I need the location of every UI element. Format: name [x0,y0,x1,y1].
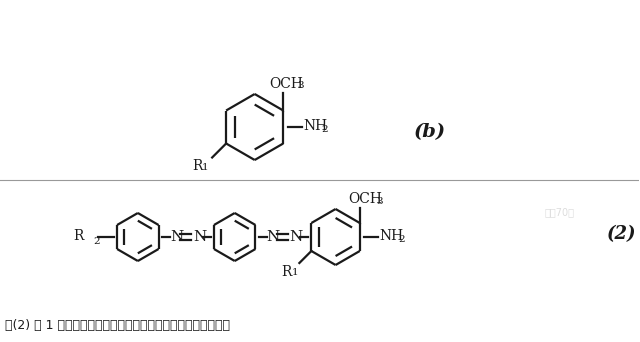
Text: 3: 3 [376,197,383,206]
Text: NH: NH [380,229,404,243]
Text: OCH: OCH [348,192,381,206]
Text: N: N [290,230,303,244]
Text: N: N [170,230,183,244]
Text: R: R [192,159,202,173]
Text: R: R [74,229,84,243]
Text: (2): (2) [607,225,636,243]
Text: N: N [193,230,206,244]
Text: 3: 3 [297,81,304,91]
Text: OCH: OCH [269,77,303,91]
Text: 2: 2 [93,237,99,246]
Text: 2: 2 [321,126,328,134]
Text: (b): (b) [413,123,445,141]
Text: 化工70婆: 化工70婆 [544,207,574,217]
Text: R: R [282,265,292,279]
Text: 2: 2 [399,236,405,245]
Text: 1: 1 [291,268,298,277]
Text: （(2) 的 1 次偶氮体进行第二次重氮化，其二次重氮化产物与通: （(2) 的 1 次偶氮体进行第二次重氮化，其二次重氮化产物与通 [5,319,230,332]
Text: NH: NH [303,119,328,133]
Text: N: N [267,230,280,244]
Text: 1: 1 [202,162,209,171]
